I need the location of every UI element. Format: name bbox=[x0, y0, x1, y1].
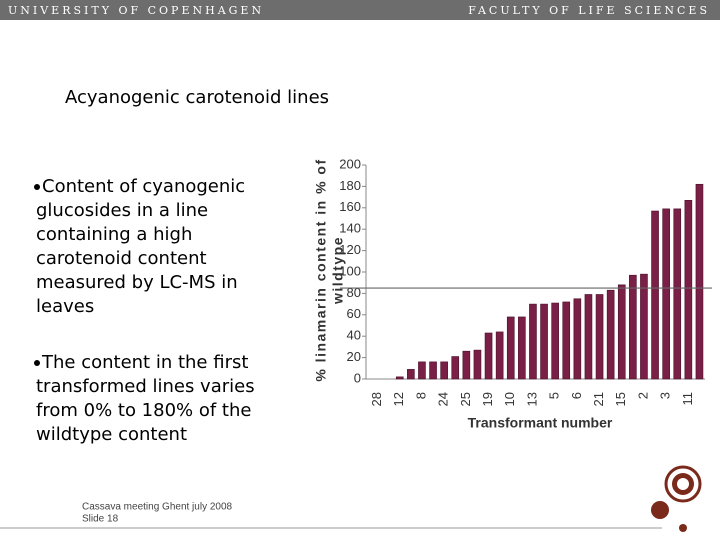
bar bbox=[407, 369, 415, 380]
x-tick-label: 10 bbox=[502, 392, 517, 406]
x-tick-label: 3 bbox=[658, 392, 673, 399]
bar bbox=[640, 273, 648, 380]
bar bbox=[484, 332, 493, 380]
bar bbox=[506, 316, 515, 380]
bar bbox=[451, 356, 460, 380]
bullet-line: glucosides in a line bbox=[36, 200, 208, 221]
x-tick-label: 12 bbox=[391, 392, 406, 406]
x-tick-label: 6 bbox=[569, 392, 584, 399]
x-tick-label: 19 bbox=[480, 392, 495, 406]
bullet-line: wildtype content bbox=[36, 424, 187, 445]
bar bbox=[551, 302, 559, 380]
bar bbox=[595, 294, 604, 380]
bullet-line: The content in the first bbox=[41, 352, 248, 373]
header-band bbox=[0, 0, 720, 20]
y-tick-label: 80 bbox=[347, 285, 361, 300]
y-axis-label: % linamarin content in % of bbox=[313, 158, 329, 381]
bar bbox=[429, 361, 437, 380]
bar bbox=[473, 349, 482, 380]
bullet-line: containing a high bbox=[36, 224, 192, 245]
bullet-dot bbox=[34, 184, 40, 190]
y-tick-label: 100 bbox=[339, 263, 361, 278]
bullet-line: measured by LC-MS in bbox=[36, 272, 238, 293]
x-tick-label: 21 bbox=[591, 392, 606, 406]
bar bbox=[629, 274, 637, 380]
bar bbox=[651, 210, 659, 380]
bar bbox=[584, 294, 593, 380]
x-tick-label: 25 bbox=[458, 392, 473, 406]
y-tick-label: 40 bbox=[347, 328, 361, 343]
x-tick-label: 11 bbox=[680, 392, 695, 406]
header-left: UNIVERSITY OF COPENHAGEN bbox=[8, 4, 264, 17]
x-tick-label: 15 bbox=[613, 392, 628, 406]
bar bbox=[529, 303, 537, 380]
bullet-line: transformed lines varies bbox=[36, 376, 255, 397]
bar bbox=[695, 183, 704, 380]
x-tick-label: 13 bbox=[524, 392, 539, 406]
footer-line: Slide 18 bbox=[82, 514, 119, 525]
y-tick-label: 200 bbox=[339, 156, 361, 171]
y-tick-label: 120 bbox=[339, 242, 361, 257]
bar bbox=[662, 208, 670, 380]
y-tick-label: 160 bbox=[339, 199, 361, 214]
bar bbox=[606, 289, 615, 380]
bar bbox=[540, 303, 548, 380]
x-tick-label: 24 bbox=[436, 392, 451, 406]
bullet-line: carotenoid content bbox=[36, 248, 207, 269]
bar bbox=[562, 301, 571, 380]
decor-dot bbox=[651, 501, 669, 519]
y-tick-label: 140 bbox=[339, 221, 361, 236]
bar bbox=[440, 361, 448, 380]
bar bbox=[418, 361, 426, 380]
bullet-line: leaves bbox=[36, 296, 94, 317]
x-tick-label: 28 bbox=[369, 392, 384, 406]
y-tick-label: 0 bbox=[354, 370, 361, 385]
x-tick-label: 5 bbox=[547, 392, 562, 399]
bullet-line: Content of cyanogenic bbox=[42, 176, 245, 197]
bullet-line: from 0% to 180% of the bbox=[36, 400, 251, 421]
bar bbox=[462, 350, 471, 380]
x-axis-label: Transformant number bbox=[468, 415, 613, 431]
bar bbox=[673, 208, 682, 380]
bar bbox=[495, 331, 504, 380]
header-right: FACULTY OF LIFE SCIENCES bbox=[468, 4, 710, 17]
logo bbox=[664, 465, 702, 503]
bar bbox=[684, 200, 693, 380]
bar bbox=[395, 376, 404, 380]
slide-title: Acyanogenic carotenoid lines bbox=[65, 87, 329, 108]
y-tick-label: 60 bbox=[347, 306, 361, 321]
bar bbox=[518, 316, 526, 380]
bar bbox=[573, 298, 582, 380]
footer-line: Cassava meeting Ghent july 2008 bbox=[82, 502, 233, 513]
decor-dot bbox=[679, 524, 687, 532]
y-tick-label: 20 bbox=[347, 349, 361, 364]
x-tick-label: 8 bbox=[413, 392, 428, 399]
bullet-dot bbox=[34, 360, 40, 366]
bar bbox=[617, 284, 626, 380]
y-tick-label: 180 bbox=[339, 178, 361, 193]
y-axis-label: wildtype bbox=[330, 236, 346, 305]
x-tick-label: 2 bbox=[635, 392, 650, 399]
